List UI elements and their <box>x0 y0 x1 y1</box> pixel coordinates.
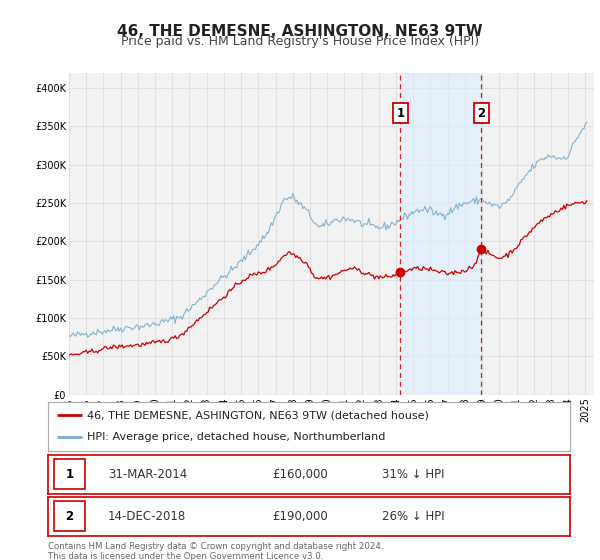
Text: 46, THE DEMESNE, ASHINGTON, NE63 9TW: 46, THE DEMESNE, ASHINGTON, NE63 9TW <box>117 24 483 39</box>
Text: Price paid vs. HM Land Registry's House Price Index (HPI): Price paid vs. HM Land Registry's House … <box>121 35 479 48</box>
Text: 14-DEC-2018: 14-DEC-2018 <box>108 510 186 523</box>
Text: £190,000: £190,000 <box>272 510 328 523</box>
Text: 26% ↓ HPI: 26% ↓ HPI <box>382 510 445 523</box>
Bar <box>400 73 481 395</box>
Text: HPI: Average price, detached house, Northumberland: HPI: Average price, detached house, Nort… <box>87 432 386 442</box>
Text: 1: 1 <box>396 106 404 119</box>
Text: 31% ↓ HPI: 31% ↓ HPI <box>382 468 445 481</box>
FancyBboxPatch shape <box>54 501 85 531</box>
FancyBboxPatch shape <box>54 459 85 489</box>
Text: 2: 2 <box>478 106 485 119</box>
Text: 46, THE DEMESNE, ASHINGTON, NE63 9TW (detached house): 46, THE DEMESNE, ASHINGTON, NE63 9TW (de… <box>87 410 429 421</box>
Text: 1: 1 <box>65 468 73 481</box>
Text: £160,000: £160,000 <box>272 468 328 481</box>
Text: Contains HM Land Registry data © Crown copyright and database right 2024.
This d: Contains HM Land Registry data © Crown c… <box>48 542 383 560</box>
Text: 2: 2 <box>65 510 73 523</box>
Text: 31-MAR-2014: 31-MAR-2014 <box>108 468 187 481</box>
